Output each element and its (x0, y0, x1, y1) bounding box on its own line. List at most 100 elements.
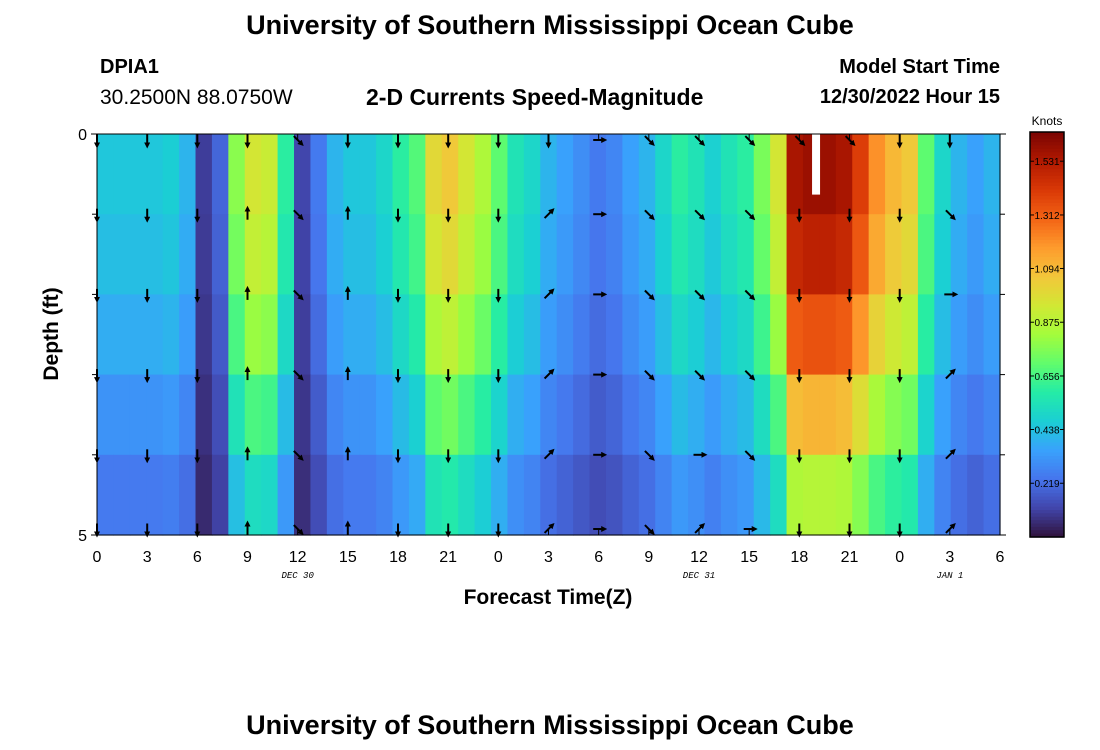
colorbar-segment (1030, 213, 1064, 217)
colorbar-segment (1030, 165, 1064, 170)
heat-cell (605, 214, 623, 295)
heat-cell (146, 374, 164, 456)
heat-cell (770, 134, 788, 215)
heat-cell (458, 374, 476, 456)
heat-cell (819, 294, 837, 376)
heat-cell (195, 294, 213, 376)
colorbar-segment (1030, 422, 1064, 427)
heat-cell (162, 374, 180, 456)
model-start-value: 12/30/2022 Hour 15 (819, 86, 1000, 108)
heat-cell (179, 134, 197, 215)
heat-cell (605, 134, 623, 215)
heat-cell (901, 214, 919, 295)
heat-cell (408, 374, 426, 456)
heat-cell (146, 454, 164, 536)
heat-cell (540, 294, 558, 376)
current-arrow (543, 368, 555, 380)
heat-cell (638, 134, 656, 215)
x-tick-label: 0 (93, 549, 102, 566)
heat-cell (753, 374, 771, 456)
heat-cell (523, 134, 541, 215)
heat-cell (425, 134, 443, 215)
heat-cell (277, 454, 295, 536)
heat-cell (786, 214, 804, 295)
colorbar-segment (1030, 371, 1064, 376)
heat-cell (868, 214, 886, 295)
heat-cell (835, 214, 853, 295)
heat-cell (622, 214, 640, 295)
heat-cell (146, 214, 164, 295)
colorbar-segment (1030, 307, 1064, 312)
heat-cell (540, 374, 558, 456)
heat-cell (261, 374, 279, 456)
station-coordinates: 30.2500N 88.0750W (100, 86, 293, 109)
colorbar-segment (1030, 486, 1064, 491)
heat-cell (852, 214, 870, 295)
heat-cell (228, 294, 246, 376)
colorbar-segment (1030, 381, 1064, 386)
heat-cell (688, 454, 706, 536)
heat-cell (852, 294, 870, 376)
heat-cell (211, 454, 229, 536)
heat-cell (770, 374, 788, 456)
heat-cell (917, 294, 935, 376)
heat-cell (655, 134, 673, 215)
heat-cell (753, 294, 771, 376)
heat-cell (343, 374, 361, 456)
heat-cell (359, 134, 377, 215)
colorbar-segment (1030, 395, 1064, 400)
heat-cell (146, 134, 164, 215)
heat-cell (162, 294, 180, 376)
heat-cell (934, 134, 952, 215)
heat-cell (97, 214, 115, 295)
x-tick-label: 3 (143, 549, 152, 566)
heat-cell (917, 454, 935, 536)
colorbar-label: Knots (1032, 114, 1063, 128)
heat-cell (408, 454, 426, 536)
colorbar-tick-label: 0.875 (1034, 318, 1059, 329)
plot-title: 2-D Currents Speed-Magnitude (366, 84, 704, 110)
colorbar-segment (1030, 432, 1064, 437)
heat-cell (343, 454, 361, 536)
colorbar-segment (1030, 310, 1064, 315)
heat-cell (129, 374, 147, 456)
colorbar-segment (1030, 270, 1064, 275)
heat-cell (277, 134, 295, 215)
x-tick-label: 0 (895, 549, 904, 566)
heat-cell (704, 374, 722, 456)
current-arrow (945, 209, 956, 221)
heat-cell (261, 214, 279, 295)
current-arrow (694, 369, 706, 381)
heat-cell (294, 134, 312, 215)
x-tick-label: 6 (996, 549, 1005, 566)
colorbar-segment (1030, 159, 1064, 163)
colorbar-segment (1030, 290, 1064, 295)
heat-cell (835, 294, 853, 376)
heat-cell (934, 214, 952, 295)
heat-cell (474, 294, 492, 376)
heat-cell (441, 214, 459, 295)
heat-cell (835, 374, 853, 456)
heat-cell (671, 134, 689, 215)
heat-cell (950, 454, 968, 536)
heat-cell (622, 134, 640, 215)
colorbar-segment (1030, 256, 1064, 261)
x-tick-label: 15 (339, 549, 357, 566)
heat-cell (129, 134, 147, 215)
page-title: University of Southern Mississippi Ocean… (246, 10, 854, 40)
heat-cell (244, 134, 262, 215)
heat-cell (491, 294, 509, 376)
heat-cell (491, 134, 509, 215)
footer-title: University of Southern Mississippi Ocean… (246, 710, 854, 740)
current-arrow (945, 368, 956, 380)
heat-cell (294, 294, 312, 376)
heat-cell (458, 294, 476, 376)
x-tick-label: 6 (193, 549, 202, 566)
colorbar-segment (1030, 489, 1064, 494)
x-tick-label: 12 (289, 549, 307, 566)
colorbar-segment (1030, 354, 1064, 359)
heatmap (97, 134, 1001, 536)
colorbar-segment (1030, 435, 1064, 440)
colorbar-segment (1030, 283, 1064, 288)
colorbar-segment (1030, 233, 1064, 238)
